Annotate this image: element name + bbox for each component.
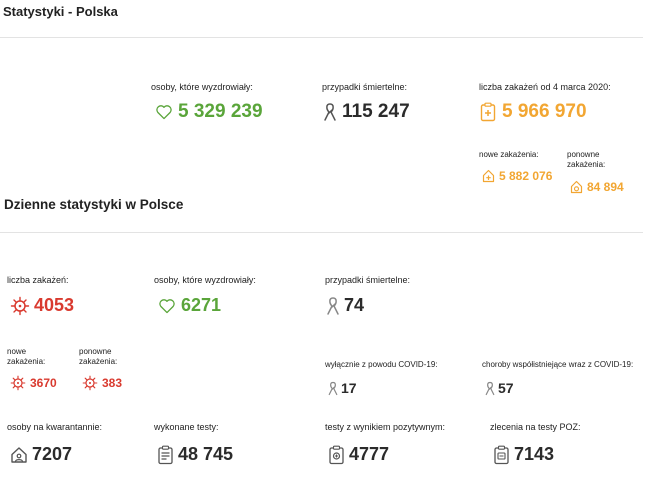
daily-divider xyxy=(0,232,643,233)
daily-reinfections-label: ponowne zakażenia: xyxy=(79,347,117,367)
daily-poz-orders: 7143 xyxy=(493,444,554,465)
ribbon-icon xyxy=(325,296,341,316)
daily-comorbid-label: choroby współistniejące wraz z COVID-19: xyxy=(482,360,634,369)
clipboard-list-icon xyxy=(157,445,174,465)
virus-icon xyxy=(10,375,26,391)
clipboard-plus-icon xyxy=(480,102,496,122)
heart-icon xyxy=(158,298,176,314)
ribbon-icon xyxy=(322,102,338,122)
daily-infections-value: 4053 xyxy=(34,295,75,315)
house-refresh-icon xyxy=(570,180,583,194)
daily-positive-tests-label: testy z wynikiem pozytywnym: xyxy=(325,422,446,432)
daily-infections: 4053 xyxy=(10,295,74,316)
daily-new-infections-label-line1: nowe xyxy=(7,347,27,356)
daily-covid-only-label: wyłącznie z powodu COVID-19: xyxy=(325,360,438,369)
daily-poz-orders-label: zlecenia na testy POZ: xyxy=(490,422,581,432)
ribbon-icon xyxy=(327,381,339,396)
total-new-infections-value: 5 882 076 xyxy=(499,169,553,183)
page-title: Statystyki - Polska xyxy=(3,4,118,19)
total-recovered-value: 5 329 239 xyxy=(178,101,263,122)
daily-tests-label: wykonane testy: xyxy=(154,422,219,432)
house-icon xyxy=(10,446,28,464)
total-reinfections-label-line1: ponowne xyxy=(567,150,600,159)
total-reinfections-label-line2: zakażenia: xyxy=(567,160,606,169)
daily-positive-tests: 4777 xyxy=(328,444,389,465)
clipboard-test-icon xyxy=(328,445,345,465)
total-deaths-label: przypadki śmiertelne: xyxy=(322,82,408,92)
virus-icon xyxy=(10,296,30,316)
daily-new-infections-label-line2: zakażenia: xyxy=(7,357,46,366)
heart-icon xyxy=(155,104,173,120)
header-divider xyxy=(0,37,643,38)
daily-new-infections: 3670 xyxy=(10,375,57,391)
ribbon-icon xyxy=(484,381,496,396)
total-infections: 5 966 970 xyxy=(480,101,587,123)
daily-comorbid: 57 xyxy=(484,380,514,396)
daily-reinfections-label-line2: zakażenia: xyxy=(79,357,118,366)
daily-reinfections-label-line1: ponowne xyxy=(79,347,112,356)
house-plus-icon xyxy=(482,169,495,183)
daily-infections-label: liczba zakażeń: xyxy=(7,275,69,285)
daily-deaths-label: przypadki śmiertelne: xyxy=(325,275,411,285)
daily-comorbid-value: 57 xyxy=(498,380,514,396)
total-recovered: 5 329 239 xyxy=(155,101,263,123)
daily-section-title: Dzienne statystyki w Polsce xyxy=(4,197,184,212)
virus-icon xyxy=(82,375,98,391)
daily-recovered-value: 6271 xyxy=(181,295,222,315)
total-reinfections: 84 894 xyxy=(570,180,624,194)
total-recovered-label: osoby, które wyzdrowiały: xyxy=(151,82,253,92)
daily-recovered-label: osoby, które wyzdrowiały: xyxy=(154,275,256,285)
daily-quarantine-value: 7207 xyxy=(32,444,73,464)
daily-reinfections: 383 xyxy=(82,375,122,391)
daily-covid-only-value: 17 xyxy=(341,380,357,396)
daily-quarantine: 7207 xyxy=(10,444,72,465)
total-new-infections: 5 882 076 xyxy=(482,169,552,183)
clipboard-order-icon xyxy=(493,445,510,465)
daily-tests-value: 48 745 xyxy=(178,444,234,464)
total-new-infections-label: nowe zakażenia: xyxy=(479,150,539,159)
total-infections-label: liczba zakażeń od 4 marca 2020: xyxy=(479,82,611,92)
daily-new-infections-value: 3670 xyxy=(30,376,57,390)
daily-tests: 48 745 xyxy=(157,444,233,465)
total-infections-value: 5 966 970 xyxy=(502,101,587,122)
daily-deaths: 74 xyxy=(325,295,364,316)
daily-new-infections-label: nowe zakażenia: xyxy=(7,347,45,367)
daily-covid-only: 17 xyxy=(327,380,357,396)
daily-positive-tests-value: 4777 xyxy=(349,444,390,464)
daily-poz-orders-value: 7143 xyxy=(514,444,555,464)
total-reinfections-value: 84 894 xyxy=(587,180,624,194)
total-deaths-value: 115 247 xyxy=(342,101,410,122)
total-reinfections-label: ponowne zakażenia: xyxy=(567,150,605,170)
daily-recovered: 6271 xyxy=(158,295,221,316)
daily-deaths-value: 74 xyxy=(344,295,365,315)
total-deaths: 115 247 xyxy=(322,101,410,123)
daily-reinfections-value: 383 xyxy=(102,376,123,390)
daily-quarantine-label: osoby na kwarantannie: xyxy=(7,422,103,432)
